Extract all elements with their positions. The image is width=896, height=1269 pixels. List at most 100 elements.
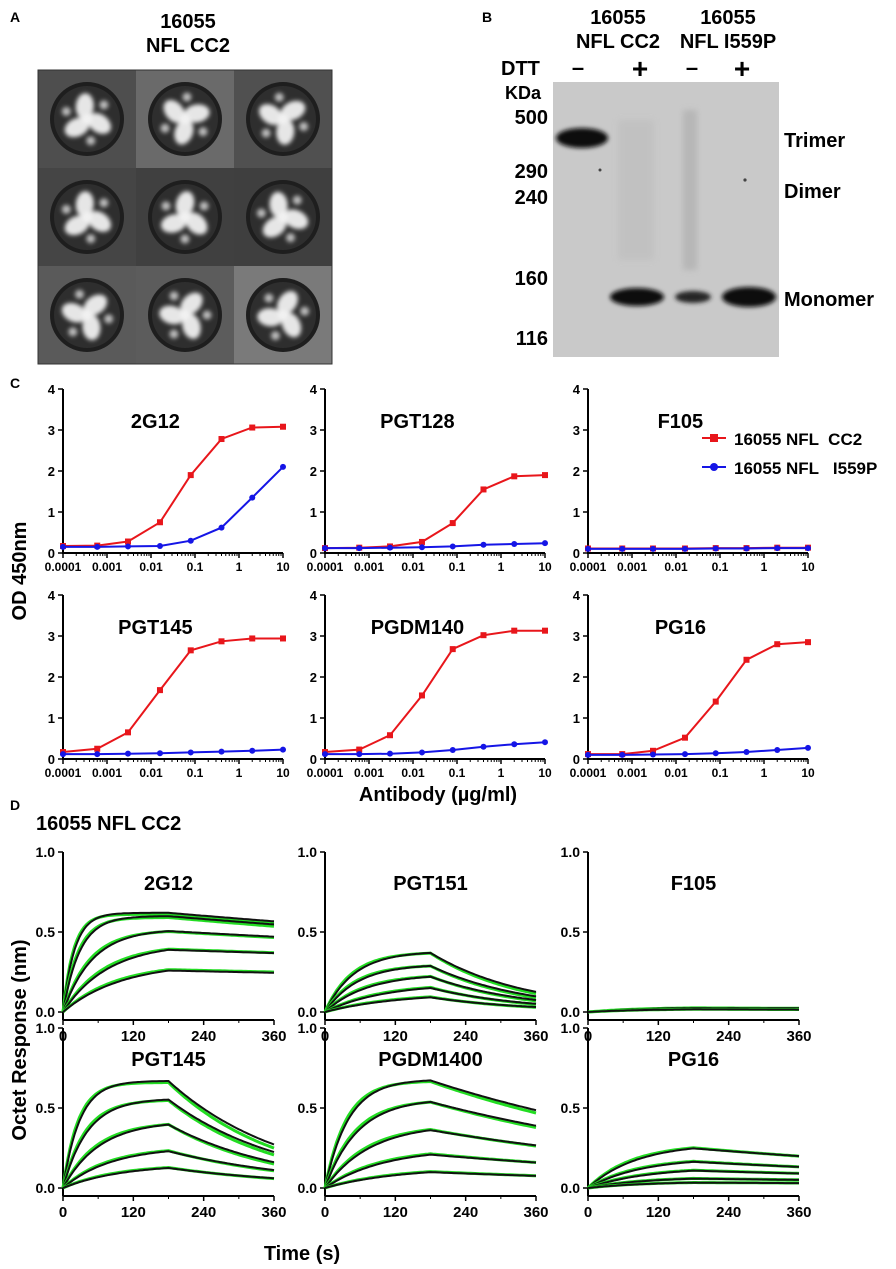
marker-240: 240	[515, 187, 548, 209]
marker-160: 160	[515, 268, 548, 290]
data-point-cc2	[805, 639, 811, 646]
y-tick-label: 1	[310, 711, 317, 726]
legend-label-i559p: 16055 NFL I559P	[734, 459, 877, 478]
gel-header-left-2: NFL CC2	[576, 31, 660, 53]
y-tick-label: 2	[573, 670, 580, 685]
band-label-monomer: Monomer	[784, 289, 874, 311]
y-tick-label: 3	[48, 423, 55, 438]
density-core	[180, 114, 190, 124]
sensorgram-trace	[62, 915, 275, 1013]
x-tick-label: 360	[523, 1204, 548, 1221]
x-tick-label: 360	[261, 1204, 286, 1221]
class-average-tile	[136, 70, 234, 168]
panel-d-label: D	[10, 797, 20, 813]
particle-density	[61, 93, 112, 146]
x-tick-label: 0.1	[449, 766, 466, 780]
data-point-i559p	[619, 545, 626, 552]
data-point-cc2	[187, 472, 194, 479]
elisa-plot: 0 1 2 3 4 0.0001 0.001 0.01 0.1 1 10 PGT145	[45, 588, 290, 780]
series-line-i559p	[588, 547, 808, 550]
fit-curve	[61, 947, 275, 1013]
class-average-tile	[38, 168, 136, 266]
density-spot	[274, 92, 284, 102]
density-lobe	[276, 290, 298, 315]
density-spot	[180, 234, 190, 244]
class-average-tile	[38, 70, 136, 168]
x-tick-label: 120	[121, 1028, 146, 1045]
plot-title: PGT145	[131, 1049, 205, 1071]
data-point-i559p	[619, 751, 626, 758]
data-point-i559p	[356, 545, 363, 552]
class-average-tile	[136, 168, 234, 266]
data-point-cc2	[156, 687, 163, 694]
data-point-i559p	[386, 544, 393, 551]
y-tick-label: 3	[310, 423, 317, 438]
density-spot	[61, 106, 71, 116]
density-spot	[285, 233, 295, 243]
series-line-cc2	[588, 641, 809, 756]
x-tick-label: 0.0001	[570, 766, 607, 780]
y-tick-label: 1.0	[561, 844, 581, 860]
density-lobe	[160, 214, 187, 233]
data-point-cc2	[94, 745, 101, 752]
data-point-i559p	[649, 545, 656, 552]
octet-plots: 0.0 0.5 1.0 0 120 240 360 2G12 0.0 0.5 1.0 0 120 240 3…	[36, 844, 812, 1221]
y-tick-label: 2	[573, 464, 580, 479]
panel-c: C OD 450nm Antibody (µg/ml) 16055 NFL CC…	[9, 375, 877, 806]
series-line-cc2	[324, 474, 546, 550]
data-point-i559p	[743, 545, 750, 552]
marker-290: 290	[515, 161, 548, 183]
y-tick-label: 0	[573, 546, 580, 561]
x-tick-label: 0.0001	[45, 560, 82, 574]
elisa-plot: 0 1 2 3 4 0.0001 0.001 0.01 0.1 1 10 PG16	[570, 588, 815, 780]
data-point-i559p	[585, 751, 591, 758]
x-tick-label: 120	[121, 1204, 146, 1221]
x-tick-label: 0.0001	[570, 560, 607, 574]
x-tick-label: 240	[716, 1028, 741, 1045]
x-tick-label: 0.001	[92, 560, 122, 574]
density-spot	[300, 306, 310, 316]
density-spot	[169, 329, 179, 339]
sensorgram-trace	[324, 964, 537, 1013]
density-lobe	[182, 313, 201, 340]
density-spot	[182, 92, 192, 102]
density-spot	[169, 291, 179, 301]
data-point-i559p	[511, 540, 518, 547]
data-point-cc2	[542, 627, 548, 634]
data-point-i559p	[386, 750, 393, 757]
elisa-plot: 0 1 2 3 4 0.0001 0.001 0.01 0.1 1 10 PGT128	[307, 382, 552, 574]
series-line-cc2	[324, 629, 545, 753]
x-tick-label: 0.0001	[307, 766, 344, 780]
x-tick-label: 10	[276, 560, 290, 574]
particle-density	[61, 191, 112, 244]
density-core	[278, 114, 288, 124]
x-tick-label: 0.01	[664, 560, 688, 574]
data-point-i559p	[280, 746, 286, 753]
y-tick-label: 3	[310, 629, 317, 644]
data-point-i559p	[187, 537, 194, 544]
data-point-i559p	[187, 749, 194, 756]
marker-116: 116	[516, 328, 548, 350]
plot-title: F105	[658, 411, 704, 433]
data-point-i559p	[542, 540, 548, 547]
data-point-i559p	[511, 741, 518, 748]
sensorgram-trace	[324, 975, 537, 1013]
density-lobe	[61, 302, 87, 323]
density-spot	[160, 123, 170, 133]
data-point-i559p	[124, 543, 131, 550]
x-tick-label: 360	[786, 1204, 811, 1221]
x-tick-label: 0	[321, 1204, 329, 1221]
density-lobe	[64, 117, 90, 138]
data-point-cc2	[124, 729, 131, 736]
data-point-i559p	[60, 543, 66, 550]
gel-smear-lane-2	[618, 120, 654, 260]
density-spot	[261, 128, 271, 138]
y-tick-label: 0.0	[298, 1004, 318, 1020]
data-point-i559p	[322, 751, 328, 758]
elisa-plot: 0 1 2 3 4 0.0001 0.001 0.01 0.1 1 10 2G12	[45, 382, 290, 574]
density-spot	[99, 198, 109, 208]
sensorgram-trace	[324, 1171, 537, 1189]
density-lobe	[163, 100, 186, 124]
elisa-plot: 0 1 2 3 4 0.0001 0.001 0.01 0.1 1 10 F105	[570, 382, 815, 574]
x-tick-label: 120	[383, 1204, 408, 1221]
